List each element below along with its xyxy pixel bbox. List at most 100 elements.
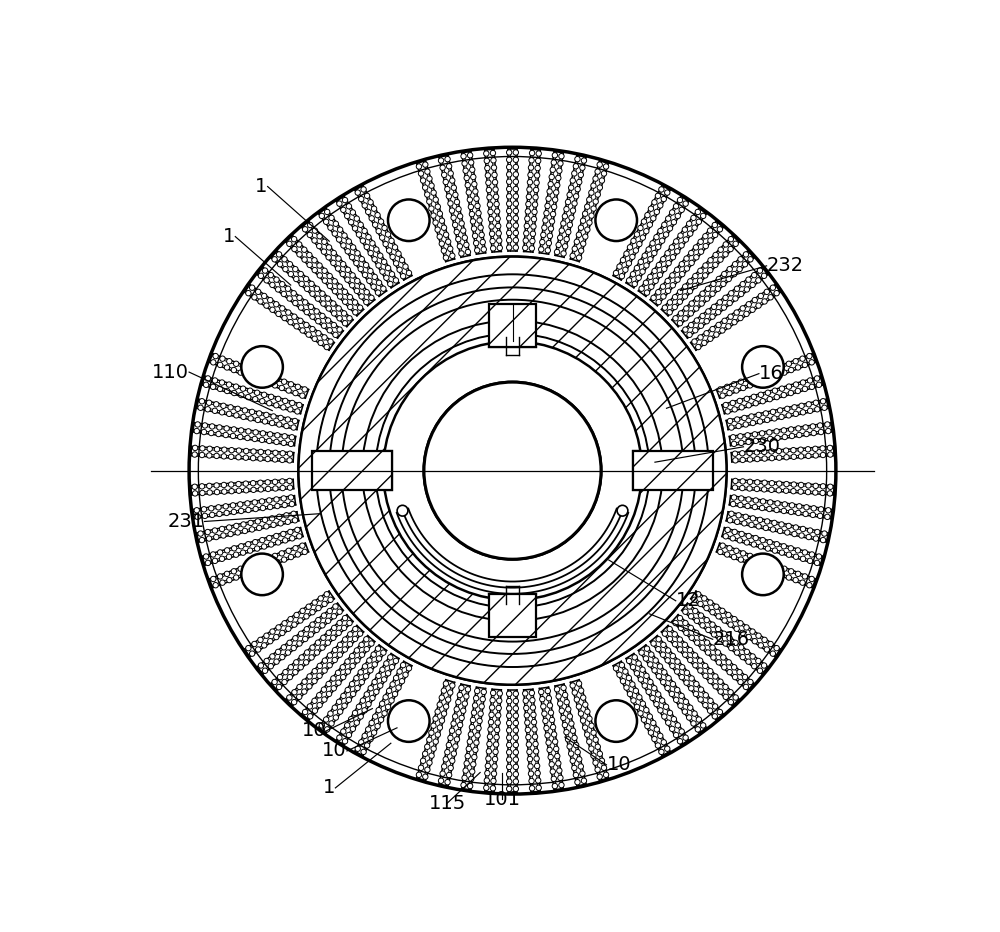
- Circle shape: [279, 385, 284, 391]
- Circle shape: [527, 757, 533, 761]
- Circle shape: [698, 268, 703, 273]
- Circle shape: [666, 260, 671, 266]
- Circle shape: [513, 201, 519, 206]
- Circle shape: [580, 771, 585, 776]
- Circle shape: [327, 283, 333, 289]
- Circle shape: [443, 179, 448, 185]
- Circle shape: [506, 698, 512, 704]
- Circle shape: [354, 288, 360, 294]
- Circle shape: [768, 561, 773, 567]
- Circle shape: [666, 676, 671, 681]
- Circle shape: [704, 319, 709, 324]
- Circle shape: [221, 404, 226, 408]
- Circle shape: [656, 674, 662, 678]
- Circle shape: [364, 193, 370, 199]
- Circle shape: [317, 243, 322, 249]
- Circle shape: [441, 225, 447, 230]
- Circle shape: [710, 610, 715, 615]
- Circle shape: [799, 404, 804, 408]
- Circle shape: [640, 269, 645, 274]
- Circle shape: [298, 318, 303, 323]
- Circle shape: [291, 645, 296, 651]
- Circle shape: [373, 714, 378, 720]
- Circle shape: [492, 763, 497, 769]
- Circle shape: [254, 391, 260, 395]
- Circle shape: [308, 714, 313, 719]
- Circle shape: [653, 278, 658, 283]
- Circle shape: [795, 364, 801, 370]
- Circle shape: [231, 569, 237, 574]
- Circle shape: [400, 663, 406, 668]
- Circle shape: [284, 513, 289, 518]
- Circle shape: [288, 271, 294, 277]
- FancyBboxPatch shape: [312, 451, 392, 490]
- Circle shape: [585, 709, 590, 715]
- Circle shape: [684, 306, 689, 311]
- Circle shape: [269, 515, 275, 521]
- Circle shape: [698, 249, 704, 254]
- Circle shape: [697, 278, 703, 283]
- Circle shape: [711, 655, 716, 660]
- Circle shape: [720, 328, 725, 333]
- Circle shape: [732, 451, 738, 457]
- Circle shape: [734, 548, 739, 554]
- Circle shape: [665, 685, 670, 691]
- Circle shape: [456, 700, 461, 705]
- Circle shape: [310, 645, 315, 651]
- Circle shape: [708, 238, 713, 243]
- Circle shape: [687, 604, 692, 610]
- Circle shape: [727, 545, 732, 551]
- Circle shape: [199, 538, 205, 542]
- Circle shape: [220, 356, 225, 362]
- Circle shape: [429, 753, 434, 759]
- Circle shape: [513, 215, 519, 221]
- Circle shape: [791, 482, 797, 487]
- Circle shape: [646, 689, 651, 694]
- Circle shape: [328, 711, 333, 717]
- Polygon shape: [355, 185, 412, 280]
- Circle shape: [446, 194, 452, 199]
- Circle shape: [274, 533, 279, 539]
- Circle shape: [760, 538, 765, 542]
- Circle shape: [209, 505, 214, 511]
- Circle shape: [258, 299, 263, 304]
- Polygon shape: [209, 543, 309, 588]
- Circle shape: [288, 529, 293, 535]
- Circle shape: [543, 218, 548, 223]
- Circle shape: [307, 262, 312, 267]
- Circle shape: [820, 445, 825, 451]
- Circle shape: [292, 314, 297, 320]
- Circle shape: [513, 787, 519, 791]
- Circle shape: [557, 768, 562, 774]
- Circle shape: [497, 245, 502, 251]
- Circle shape: [661, 294, 666, 299]
- Circle shape: [322, 278, 328, 283]
- Circle shape: [513, 208, 519, 213]
- Circle shape: [249, 527, 255, 532]
- Circle shape: [246, 394, 251, 400]
- Circle shape: [433, 220, 438, 226]
- Circle shape: [793, 411, 799, 417]
- Circle shape: [578, 225, 584, 230]
- Circle shape: [816, 554, 822, 559]
- Circle shape: [639, 650, 644, 655]
- Circle shape: [703, 703, 708, 707]
- Circle shape: [448, 690, 453, 695]
- Circle shape: [506, 201, 512, 206]
- Circle shape: [813, 490, 818, 495]
- Circle shape: [551, 732, 557, 737]
- Circle shape: [451, 185, 457, 190]
- Circle shape: [526, 742, 532, 747]
- Circle shape: [485, 763, 491, 769]
- Circle shape: [703, 692, 708, 698]
- Circle shape: [761, 663, 767, 668]
- Circle shape: [626, 261, 632, 266]
- Circle shape: [258, 449, 264, 455]
- Circle shape: [784, 482, 789, 487]
- Circle shape: [265, 380, 271, 386]
- Circle shape: [804, 504, 809, 510]
- Circle shape: [689, 686, 694, 691]
- Circle shape: [577, 179, 582, 185]
- Circle shape: [589, 723, 594, 729]
- Circle shape: [312, 668, 317, 674]
